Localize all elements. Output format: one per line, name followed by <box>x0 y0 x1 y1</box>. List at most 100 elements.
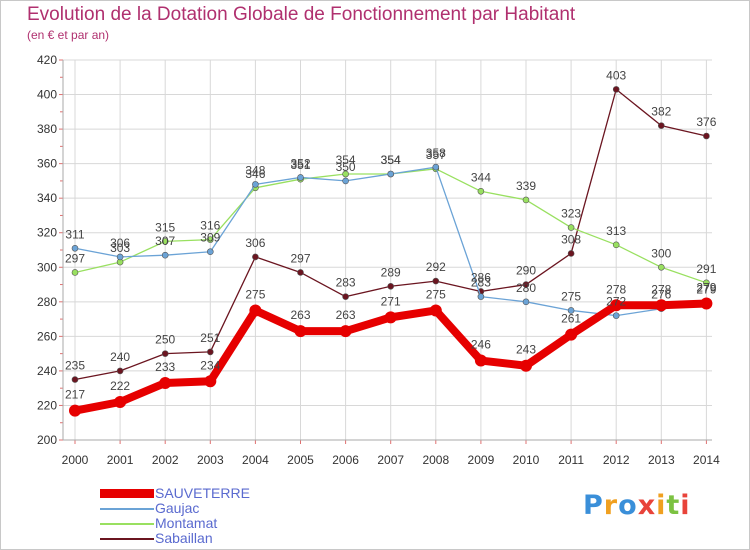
data-point-sauveterre <box>294 325 307 338</box>
data-label-montamat: 346 <box>245 167 265 181</box>
legend-label-sauveterre: SAUVETERRE <box>155 485 250 501</box>
data-point-montamat <box>342 170 349 178</box>
proxiti-logo: Proxiti <box>583 490 691 521</box>
data-label-sabaillan: 292 <box>426 260 446 274</box>
data-label-gaujac: 272 <box>606 295 626 309</box>
data-point-sauveterre <box>610 299 623 312</box>
x-tick-label: 2010 <box>513 453 540 467</box>
data-point-gaujac <box>297 174 304 181</box>
data-point-sauveterre <box>249 304 262 317</box>
data-label-montamat: 291 <box>696 262 716 276</box>
logo-letter: P <box>583 490 604 521</box>
data-label-gaujac: 358 <box>426 146 446 160</box>
data-point-sabaillan <box>297 269 304 276</box>
data-label-sabaillan: 308 <box>561 232 581 246</box>
data-label-montamat: 316 <box>200 219 220 233</box>
data-label-sauveterre: 263 <box>336 308 356 322</box>
data-label-montamat: 315 <box>155 220 175 234</box>
data-point-sauveterre <box>69 404 81 417</box>
data-label-gaujac: 311 <box>65 227 84 241</box>
logo-letter: i <box>680 490 691 521</box>
x-tick-label: 2012 <box>603 453 630 467</box>
data-point-sabaillan <box>703 132 710 140</box>
data-label-sabaillan: 240 <box>110 350 130 364</box>
data-point-gaujac <box>612 312 620 319</box>
legend-label-sabaillan: Sabaillan <box>155 530 213 546</box>
y-tick-label: 280 <box>37 295 57 309</box>
data-point-sabaillan <box>387 282 395 290</box>
legend-swatch-gaujac <box>100 508 154 510</box>
y-tick-label: 260 <box>37 329 57 343</box>
data-point-sabaillan <box>567 250 575 257</box>
data-label-gaujac: 275 <box>561 289 581 303</box>
logo-letter: r <box>603 490 619 521</box>
data-label-montamat: 354 <box>336 153 356 167</box>
y-tick-label: 420 <box>37 53 57 67</box>
data-point-sabaillan <box>71 376 79 383</box>
data-point-sauveterre <box>700 297 713 310</box>
y-tick-label: 380 <box>37 122 57 136</box>
y-tick-label: 320 <box>37 226 57 240</box>
data-label-sabaillan: 283 <box>336 276 356 290</box>
x-tick-label: 2003 <box>197 453 224 467</box>
data-label-gaujac: 352 <box>290 156 310 170</box>
logo-letter: t <box>666 490 681 521</box>
data-label-sauveterre: 275 <box>426 287 446 301</box>
x-tick-label: 2013 <box>648 453 675 467</box>
data-label-montamat: 313 <box>606 224 626 238</box>
data-point-montamat <box>703 279 710 287</box>
y-tick-label: 300 <box>37 260 57 274</box>
data-point-sauveterre <box>114 396 127 408</box>
x-tick-label: 2006 <box>332 453 359 467</box>
data-point-sauveterre <box>565 328 578 341</box>
data-label-sauveterre: 279 <box>696 281 716 295</box>
x-tick-label: 2011 <box>558 453 584 467</box>
data-label-gaujac: 350 <box>336 160 356 174</box>
data-point-gaujac <box>252 181 259 188</box>
data-label-sauveterre: 234 <box>200 358 220 372</box>
data-point-gaujac <box>207 248 214 256</box>
data-point-sabaillan <box>432 277 440 285</box>
data-label-gaujac: 307 <box>155 234 175 248</box>
data-point-sabaillan <box>161 350 169 357</box>
legend-swatch-sauveterre <box>100 489 154 498</box>
data-label-montamat: 297 <box>65 251 85 265</box>
data-label-sabaillan: 289 <box>381 265 401 279</box>
y-tick-label: 240 <box>37 364 57 378</box>
data-label-sauveterre: 243 <box>516 343 536 357</box>
line-chart: 200 220 240 260 280 300 320 340 360 380 400 420 2000… <box>37 53 720 467</box>
x-tick-label: 2007 <box>377 453 404 467</box>
y-tick-label: 200 <box>37 433 57 447</box>
logo-letter: x <box>637 490 657 521</box>
data-label-sabaillan: 286 <box>471 270 491 284</box>
x-tick-label: 2004 <box>242 453 269 467</box>
data-point-gaujac <box>522 298 530 306</box>
data-label-sabaillan: 251 <box>200 331 220 345</box>
data-label-montamat: 300 <box>651 246 671 260</box>
data-point-sabaillan <box>657 122 665 129</box>
data-point-sauveterre <box>520 359 532 372</box>
data-label-sabaillan: 382 <box>651 105 671 119</box>
data-point-sauveterre <box>384 311 397 324</box>
legend-swatch-montamat <box>100 523 154 525</box>
data-label-montamat: 339 <box>516 179 536 193</box>
data-label-montamat: 323 <box>561 207 581 221</box>
legend-label-montamat: Montamat <box>155 515 218 531</box>
y-tick-label: 220 <box>37 398 57 412</box>
data-point-sabaillan <box>207 348 214 356</box>
data-label-sabaillan: 306 <box>245 236 265 250</box>
data-label-montamat: 344 <box>471 170 491 184</box>
data-point-gaujac <box>477 293 485 300</box>
legend-label-gaujac: Gaujac <box>155 500 200 516</box>
data-label-sauveterre: 275 <box>245 287 265 301</box>
data-point-gaujac <box>342 177 349 185</box>
data-label-sauveterre: 271 <box>381 294 401 308</box>
data-point-sabaillan <box>116 367 124 375</box>
data-point-sabaillan <box>612 86 620 93</box>
data-point-sauveterre <box>204 375 217 388</box>
data-point-sauveterre <box>429 304 442 317</box>
x-tick-label: 2000 <box>62 453 89 467</box>
data-label-gaujac: 280 <box>516 281 536 295</box>
data-label-sauveterre: 278 <box>606 282 626 296</box>
data-label-sabaillan: 376 <box>696 115 716 129</box>
